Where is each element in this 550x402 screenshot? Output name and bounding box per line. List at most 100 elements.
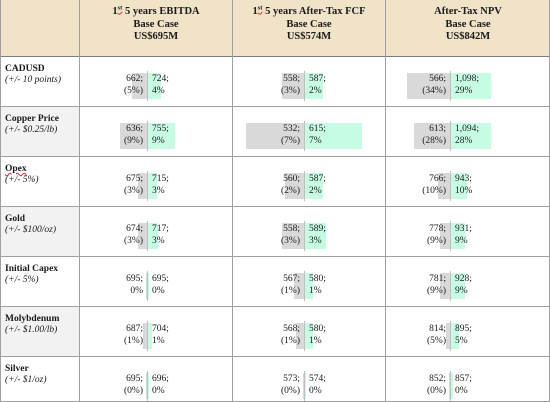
bar-high-gold — [148, 223, 158, 249]
header-blank-cell — [0, 0, 79, 56]
base-case-axis — [147, 271, 148, 301]
base-case-axis — [147, 71, 148, 101]
bar-low-opex — [138, 173, 147, 199]
bar-high-opex — [305, 173, 323, 199]
bar-low-copper-price — [414, 123, 450, 149]
bar-high-silver — [148, 373, 149, 399]
low-value-label: 573; (0%) — [281, 374, 300, 396]
column-divider — [232, 0, 233, 402]
row-label-molybdenum: Molybdenum (+/- $1.00/lb) — [0, 307, 79, 356]
low-value-label: 566; (34%) — [422, 74, 446, 96]
bar-low-molybdenum — [295, 323, 304, 349]
row-divider — [0, 256, 550, 257]
row-label-opex: Opex (+/- 5%) — [5, 164, 39, 185]
low-value-label: 636; (9%) — [124, 124, 143, 146]
bar-low-opex — [438, 173, 450, 199]
bar-high-cadusd — [305, 73, 323, 99]
bar-low-cadusd — [406, 73, 450, 99]
row-divider — [0, 306, 550, 307]
high-value-label: 615; 7% — [309, 124, 326, 146]
bar-high-molybdenum — [148, 323, 153, 349]
high-value-label: 717; 3% — [152, 224, 169, 246]
base-case-axis — [304, 271, 305, 301]
high-value-label: 895; 5% — [455, 324, 472, 346]
base-case-axis — [147, 221, 148, 251]
base-case-axis — [450, 371, 451, 401]
bar-high-initial-capex — [148, 273, 149, 299]
row-divider — [0, 156, 550, 157]
row-label-cadusd: CADUSD (+/- 10 points) — [5, 64, 62, 85]
low-value-label: 674; (3%) — [124, 224, 143, 246]
bar-high-initial-capex — [451, 273, 465, 299]
bar-high-molybdenum — [451, 323, 460, 349]
high-value-label: 580; 1% — [309, 274, 326, 296]
low-value-label: 852; (0%) — [427, 374, 446, 396]
base-case-axis — [304, 121, 305, 151]
high-value-label: 943; 10% — [455, 174, 473, 196]
low-value-label: 781; (9%) — [427, 274, 446, 296]
high-value-label: 1,098; 29% — [455, 74, 480, 96]
high-value-label: 580; 1% — [309, 324, 326, 346]
low-value-label: 687; (1%) — [124, 324, 143, 346]
high-value-label: 704; 1% — [152, 324, 169, 346]
high-value-label: 724; 4% — [152, 74, 169, 96]
low-value-label: 558; (3%) — [281, 224, 300, 246]
row-divider — [0, 56, 550, 57]
base-case-axis — [304, 171, 305, 201]
bar-high-gold — [451, 223, 465, 249]
low-value-label: 766; (10%) — [422, 174, 446, 196]
base-case-axis — [147, 121, 148, 151]
bar-high-opex — [451, 173, 467, 199]
header-npv: After-Tax NPV Base Case US$842M — [385, 0, 550, 56]
bar-low-initial-capex — [294, 273, 304, 299]
high-value-label: 574; 0% — [309, 374, 326, 396]
base-case-axis — [304, 321, 305, 351]
base-case-axis — [304, 71, 305, 101]
base-case-axis — [450, 271, 451, 301]
bar-low-copper-price — [246, 123, 304, 149]
high-value-label: 931; 9% — [455, 224, 472, 246]
column-divider — [385, 0, 386, 402]
bar-low-copper-price — [120, 123, 147, 149]
low-value-label: 567; (1%) — [281, 274, 300, 296]
base-case-axis — [450, 171, 451, 201]
bar-low-initial-capex — [146, 273, 147, 299]
low-value-label: 568; (1%) — [281, 324, 300, 346]
high-value-label: 696; 0% — [152, 374, 169, 396]
bar-high-cadusd — [148, 73, 162, 99]
high-value-label: 587; 2% — [309, 174, 326, 196]
column-divider — [0, 0, 1, 402]
base-case-axis — [450, 221, 451, 251]
bar-high-copper-price — [148, 123, 175, 149]
bar-high-cadusd — [451, 73, 492, 99]
base-case-axis — [147, 371, 148, 401]
low-value-label: 695; 0% — [126, 274, 143, 296]
row-divider — [0, 206, 550, 207]
low-value-label: 778; (9%) — [427, 224, 446, 246]
high-value-label: 755; 9% — [152, 124, 169, 146]
high-value-label: 715; 3% — [152, 174, 169, 196]
bar-high-copper-price — [451, 123, 491, 149]
bar-high-gold — [305, 223, 326, 249]
base-case-axis — [450, 71, 451, 101]
high-value-label: 587; 2% — [309, 74, 326, 96]
bar-low-gold — [439, 223, 450, 249]
bar-high-copper-price — [305, 123, 362, 149]
bar-high-silver — [305, 373, 306, 399]
base-case-axis — [147, 321, 148, 351]
bar-low-gold — [281, 223, 304, 249]
bar-low-molybdenum — [445, 323, 450, 349]
bar-low-opex — [284, 173, 304, 199]
bar-high-molybdenum — [305, 323, 314, 349]
row-divider — [0, 356, 550, 357]
low-value-label: 613; (28%) — [422, 124, 446, 146]
bar-low-gold — [137, 223, 147, 249]
base-case-axis — [147, 171, 148, 201]
row-label-initial-capex: Initial Capex (+/- 5%) — [5, 264, 59, 285]
base-case-axis — [304, 371, 305, 401]
low-value-label: 532; (7%) — [281, 124, 300, 146]
bar-low-molybdenum — [143, 323, 147, 349]
bar-low-initial-capex — [440, 273, 450, 299]
bar-high-silver — [451, 373, 454, 399]
